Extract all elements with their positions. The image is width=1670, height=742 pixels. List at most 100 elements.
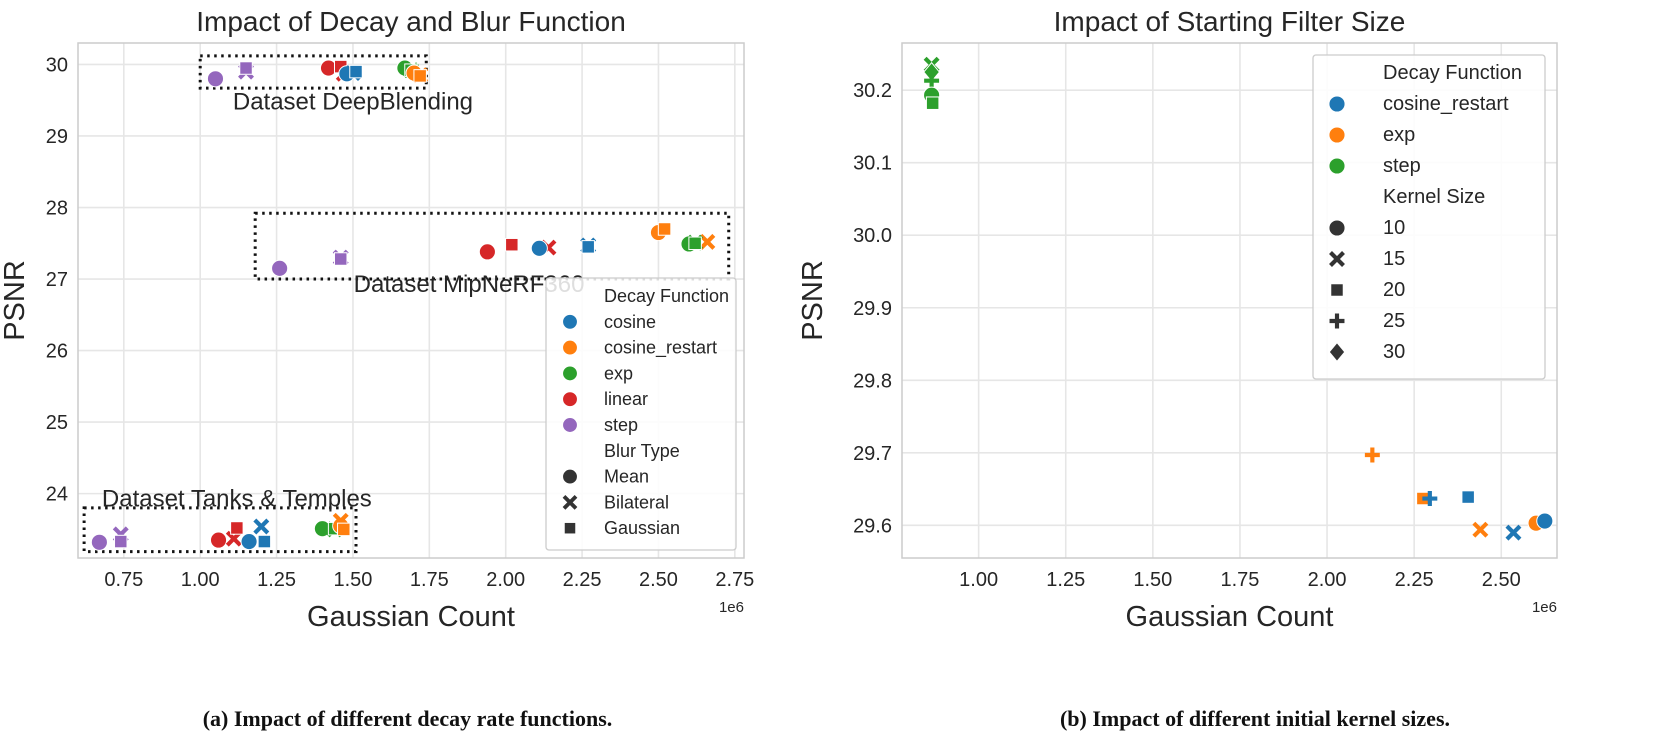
x-tick-label: 1.50 [333, 569, 372, 591]
data-point [925, 96, 940, 110]
plot-frame [77, 42, 745, 559]
x-tick-label: 2.75 [715, 569, 754, 591]
data-point [1536, 512, 1554, 530]
data-points [90, 59, 716, 551]
legend-label: Gaussian [604, 518, 680, 538]
legend-label: cosine [604, 312, 656, 332]
legend-marker [562, 468, 578, 485]
legend-marker [1329, 251, 1345, 267]
annotation-label: Dataset DeepBlending [233, 89, 473, 116]
legend-marker [562, 339, 578, 356]
y-tick-label: 27 [46, 269, 68, 291]
y-axis-label: PSNR [0, 260, 31, 341]
legend-label: 20 [1383, 279, 1405, 301]
x-tick-label: 2.25 [1395, 569, 1434, 591]
legend-marker [1328, 219, 1346, 237]
y-tick-label: 29.8 [853, 370, 892, 392]
legend-label: cosine_restart [604, 338, 717, 359]
y-tick-label: 24 [46, 484, 68, 506]
y-tick-label: 25 [46, 412, 68, 434]
annotation-label: Dataset Tanks & Temples [102, 486, 372, 513]
y-tick-label: 28 [46, 198, 68, 220]
y-tick-label: 29.7 [853, 443, 892, 465]
caption-b: (b) Impact of different initial kernel s… [1059, 706, 1451, 731]
data-point [230, 521, 244, 535]
plot-frame [901, 42, 1558, 559]
data-point [349, 64, 363, 79]
legend-marker [562, 417, 578, 433]
legend-label: exp [604, 363, 633, 383]
legend-marker [563, 521, 577, 535]
x-axis-label: Gaussian Count [1126, 601, 1334, 633]
legend-label: step [604, 415, 638, 435]
legend-label: cosine_restart [1383, 93, 1509, 115]
x-tick-label: 1.25 [257, 569, 296, 591]
legend-marker [1328, 95, 1346, 113]
y-tick-label: 30.0 [853, 225, 892, 247]
legend-marker [1328, 126, 1346, 144]
data-point [413, 69, 427, 83]
legend-label: 25 [1383, 310, 1405, 332]
legend-marker [562, 313, 578, 330]
y-tick-label: 29.9 [853, 298, 892, 320]
chart-title: Impact of Starting Filter Size [1054, 6, 1406, 37]
legend-marker [562, 391, 578, 408]
data-point [253, 518, 270, 535]
data-point [1364, 447, 1380, 463]
data-point [239, 61, 253, 75]
y-tick-label: 30 [46, 54, 68, 76]
x-tick-label: 2.00 [486, 569, 525, 591]
chart-1: 1.00 1.25 1.50 1.75 2.00 2.25 2.50 29.6 29.7 29.8… [797, 6, 1558, 633]
x-axis-label: Gaussian Count [307, 601, 515, 633]
x-tick-label: 1.75 [1220, 569, 1259, 591]
y-tick-label: 29 [46, 126, 68, 148]
data-point [530, 239, 548, 257]
y-tick-label: 30.1 [853, 153, 892, 175]
x-tick-label: 0.75 [104, 569, 143, 591]
legend-box [545, 277, 737, 551]
legend-label: 15 [1383, 248, 1405, 270]
legend-label: 30 [1383, 341, 1405, 363]
data-point [1505, 524, 1522, 541]
chart-title: Impact of Decay and Blur Function [196, 6, 626, 37]
x-tick-label: 2.50 [639, 569, 678, 591]
legend-marker [1329, 313, 1345, 329]
x-tick-label: 1.00 [959, 569, 998, 591]
legend-marker [562, 365, 578, 382]
data-points [923, 56, 1554, 541]
x-tick-label: 2.50 [1482, 569, 1521, 591]
y-tick-label: 30.2 [853, 80, 892, 102]
legend-title: Blur Type [604, 441, 680, 461]
figure: 0.75 1.00 1.25 1.50 1.75 2.00 2.25 2.50 2.75 24 25… [0, 6, 1558, 633]
data-point [337, 522, 351, 537]
legend-marker [1330, 283, 1344, 297]
legend-marker [562, 495, 578, 510]
data-point [209, 531, 228, 549]
data-point [240, 532, 258, 551]
annotation-box [82, 506, 358, 554]
data-point [478, 243, 496, 261]
data-point [333, 252, 348, 266]
legend-label: step [1383, 155, 1421, 177]
x-tick-label: 1.00 [181, 569, 220, 591]
annotation-box [198, 54, 428, 90]
data-point [505, 237, 519, 252]
y-tick-label: 26 [46, 341, 68, 363]
x-tick-label: 2.00 [1308, 569, 1347, 591]
data-point [1472, 521, 1489, 538]
legend-label: Bilateral [604, 492, 669, 512]
data-point [271, 259, 289, 277]
data-point [114, 534, 128, 549]
data-point [657, 222, 672, 236]
data-point [1422, 491, 1438, 506]
caption-a: (a) Impact of different decay rate funct… [202, 706, 613, 731]
legend-marker [1328, 157, 1346, 175]
data-point [1461, 490, 1475, 504]
y-axis-label: PSNR [797, 260, 829, 341]
data-point [206, 70, 225, 88]
data-point [581, 240, 595, 254]
legend-title: Kernel Size [1383, 186, 1485, 208]
legend-label: exp [1383, 124, 1415, 146]
